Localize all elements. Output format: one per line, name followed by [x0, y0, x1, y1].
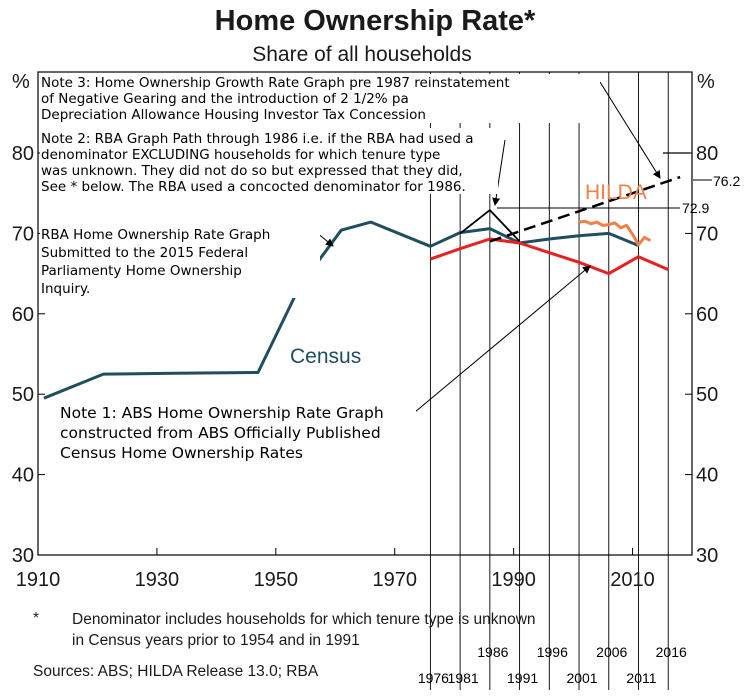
axis-ticks: 30 30 40 40 50 50 60 60 70 70 80 80 1910 1930 1950 1970…: [12, 143, 719, 591]
note1: Note 1: ABS Home Ownership Rate Graph co…: [58, 401, 416, 463]
note1-line-1: Note 1: ABS Home Ownership Rate Graph: [60, 404, 384, 422]
value-76-label: 76.2: [713, 173, 740, 189]
note3-arrow: [599, 81, 661, 179]
value-72-label: 72.9: [682, 200, 709, 216]
hilda-line: [578, 219, 652, 247]
chart-title: Home Ownership Rate*: [215, 5, 536, 37]
note1-arrow: [414, 265, 591, 413]
y-unit-right: %: [697, 71, 715, 93]
y-tick-label-right-40: 40: [696, 465, 718, 487]
census-year-label-2006: 2006: [596, 644, 627, 660]
y-tick-label-right-50: 50: [696, 384, 718, 406]
y-tick-label-left-30: 30: [12, 545, 34, 567]
footnote-line-2: in Census years prior to 1954 and in 199…: [72, 632, 360, 649]
x-tick-label-2010: 2010: [610, 569, 655, 591]
y-tick-label-left-40: 40: [12, 465, 34, 487]
y-tick-label-left-50: 50: [12, 384, 34, 406]
census-year-label-2001: 2001: [566, 670, 597, 686]
series-group: [43, 175, 681, 400]
note2-line-2: denominator EXCLUDING households for whi…: [41, 147, 440, 163]
series-label-census: Census: [290, 345, 361, 368]
y-tick-label-right-80: 80: [696, 143, 718, 165]
x-tick-label-1970: 1970: [372, 569, 417, 591]
rba-note-line-3: Parliamenty Home Ownership: [41, 263, 242, 279]
census-year-label-2011: 2011: [626, 670, 656, 686]
census-year-label-1986: 1986: [477, 644, 508, 660]
census-year-label-2016: 2016: [656, 644, 687, 660]
note1-line-2: constructed from ABS Officially Publishe…: [60, 424, 381, 442]
y-tick-label-right-70: 70: [696, 223, 718, 245]
red-line: [429, 237, 669, 276]
series-label-hilda: HILDA: [585, 181, 647, 204]
y-tick-label-left-60: 60: [12, 304, 34, 326]
rba-1986-path: [459, 208, 521, 243]
y-tick-label-right-30: 30: [696, 545, 718, 567]
note3-line-3: Depreciation Allowance Housing Investor …: [41, 107, 426, 123]
census-year-label-1981: 1981: [448, 670, 479, 686]
note2: Note 2: RBA Graph Path through 1986 i.e.…: [40, 128, 498, 195]
rba-note-line-4: Inquiry.: [41, 281, 90, 297]
chart-subtitle: Share of all households: [252, 43, 472, 66]
y-tick-label-right-60: 60: [696, 304, 718, 326]
y-unit-left: %: [12, 71, 30, 93]
note2-line-4: See * below. The RBA used a concocted de…: [41, 179, 466, 195]
census-line: [43, 220, 640, 400]
note1-line-3: Census Home Ownership Rates: [60, 444, 303, 462]
dashed-growth-line: [489, 175, 681, 243]
footnote-star: *: [33, 610, 39, 627]
note2-arrow: [492, 139, 506, 206]
y-tick-label-left-80: 80: [12, 143, 34, 165]
rba-note: RBA Home Ownership Rate Graph Submitted …: [40, 222, 320, 298]
note2-line-3: was unknown. They did not do so but expr…: [41, 163, 463, 179]
census-year-label-1991: 1991: [507, 670, 538, 686]
sources-line: Sources: ABS; HILDA Release 13.0; RBA: [33, 663, 319, 680]
rba-note-line-2: Submitted to the 2015 Federal: [41, 245, 248, 261]
x-tick-label-1950: 1950: [254, 569, 299, 591]
footnote-line-1: Denominator includes households for whic…: [72, 611, 536, 628]
x-tick-label-1910: 1910: [16, 569, 61, 591]
y-tick-label-left-70: 70: [12, 223, 34, 245]
x-tick-label-1930: 1930: [135, 569, 180, 591]
census-year-lines: [429, 72, 669, 690]
note3: Note 3: Home Ownership Growth Rate Graph…: [40, 74, 600, 123]
census-year-label-1996: 1996: [537, 644, 568, 660]
x-tick-label-1990: 1990: [491, 569, 536, 591]
rba-note-line-1: RBA Home Ownership Rate Graph: [41, 227, 270, 243]
note3-line-1: Note 3: Home Ownership Growth Rate Graph…: [41, 75, 510, 91]
note3-line-2: of Negative Gearing and the introduction…: [41, 91, 409, 107]
note2-line-1: Note 2: RBA Graph Path through 1986 i.e.…: [41, 131, 474, 147]
census-year-label-1976: 1976: [418, 670, 449, 686]
